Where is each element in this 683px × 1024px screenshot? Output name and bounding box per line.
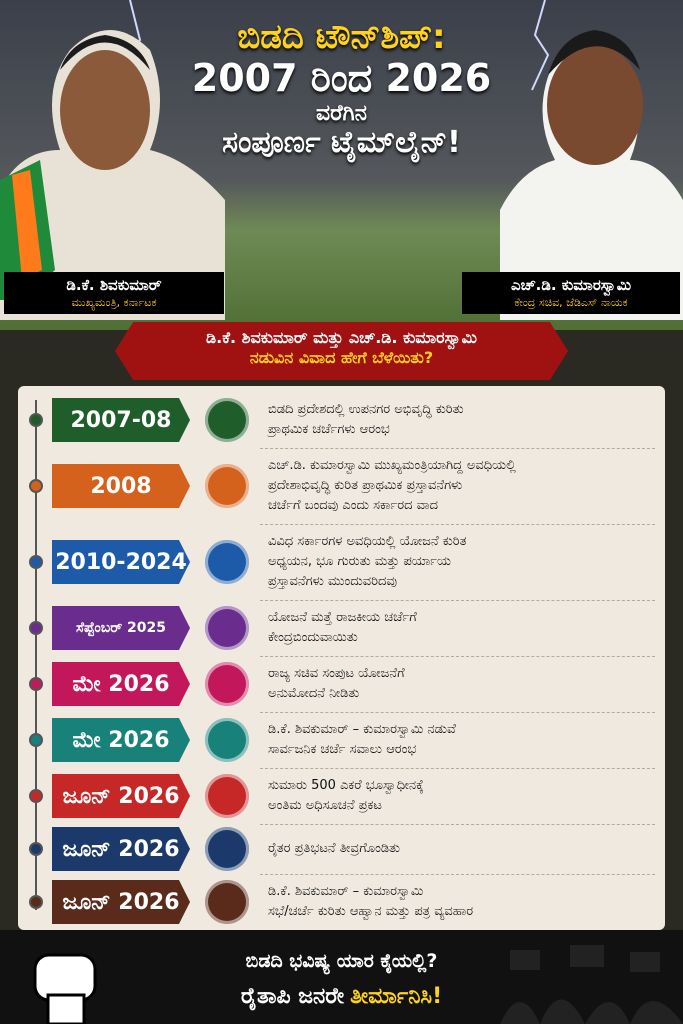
event-icon — [205, 540, 249, 584]
description-line: ಸುಮಾರು 500 ಎಕರೆ ಭೂಸ್ವಾಧೀನಕ್ಕೆ — [268, 778, 424, 793]
description-line: ಚರ್ಚೆಗೆ ಬಂದವು ಎಂದು ಸರ್ಕಾರದ ವಾದ — [268, 498, 438, 513]
description-line: ಕೇಂದ್ರಬಿಂದುವಾಯಿತು — [268, 630, 358, 645]
row-separator — [260, 768, 655, 769]
title-line: 2007 ರಿಂದ 2026 — [191, 56, 492, 101]
description-line: ಎಚ್.ಡಿ. ಕುಮಾರಸ್ವಾಮಿ ಮುಖ್ಯಮಂತ್ರಿಯಾಗಿದ್ದ ಅ… — [268, 458, 516, 473]
title-line: ವರೆಗಿನ — [316, 100, 367, 126]
event-icon — [205, 662, 249, 706]
banner: ಡಿ.ಕೆ. ಶಿವಕುಮಾರ್ ಮತ್ತು ಎಚ್.ಡಿ. ಕುಮಾರಸ್ವಾ… — [115, 322, 568, 380]
timeline-axis — [35, 400, 37, 910]
description-line: ರಾಜ್ಯ ಸಚಿವ ಸಂಪುಟ ಯೋಜನೆಗೆ — [268, 666, 405, 681]
event-description: ಬಿಡದಿ ಪ್ರದೇಶದಲ್ಲಿ ಉಪನಗರ ಅಭಿವೃದ್ಧಿ ಕುರಿತು… — [268, 400, 648, 440]
event-description: ರೈತರ ಪ್ರತಿಭಟನೆ ತೀವ್ರಗೊಂಡಿತು — [268, 839, 648, 859]
description-line: ಬಿಡದಿ ಪ್ರದೇಶದಲ್ಲಿ ಉಪನಗರ ಅಭಿವೃದ್ಧಿ ಕುರಿತು — [268, 402, 464, 417]
description-line: ಪ್ರದೇಶಾಭಿವೃದ್ಧಿ ಕುರಿತ ಪ್ರಾಥಮಿಕ ಪ್ರಸ್ತಾವನ… — [268, 478, 463, 493]
footer-line: ಬಿಡದಿ ಭವಿಷ್ಯ ಯಾರ ಕೈಯಲ್ಲಿ? — [245, 950, 438, 972]
footer-line: ರೈತಾಪಿ ಜನರೇ ತೀರ್ಮಾನಿಸಿ! — [130, 984, 553, 1009]
description-line: ಸಾರ್ವಜನಿಕ ಚರ್ಚೆ ಸವಾಲು ಆರಂಭ — [268, 742, 417, 757]
description-line: ರೈತರ ಪ್ರತಿಭಟನೆ ತೀವ್ರಗೊಂಡಿತು — [268, 841, 401, 856]
row-separator — [260, 600, 655, 601]
event-description: ಡಿ.ಕೆ. ಶಿವಕುಮಾರ್ – ಕುಮಾರಸ್ವಾಮಿ ಸಭೆ/ಚರ್ಚೆ … — [268, 882, 648, 922]
footer-text: ರೈತಾಪಿ ಜನರೇ — [240, 984, 345, 1009]
description-line: ಪ್ರಾಥಮಿಕ ಚರ್ಚೆಗಳು ಆರಂಭ — [268, 422, 390, 437]
fist-icon — [33, 953, 97, 1024]
description-line: ಪ್ರಸ್ತಾವನೆಗಳು ಮುಂದುವರಿದವು — [268, 574, 397, 589]
description-line: ವಿವಿಧ ಸರ್ಕಾರಗಳ ಅವಧಿಯಲ್ಲಿ ಯೋಜನೆ ಕುರಿತ — [268, 534, 467, 549]
description-line: ಅನುಮೋದನೆ ನೀಡಿತು — [268, 686, 360, 701]
date-badge: 2007-08 — [52, 398, 190, 442]
timeline-dot — [29, 479, 43, 493]
person-name: ಎಚ್.ಡಿ. ಕುಮಾರಸ್ವಾಮಿ — [462, 272, 680, 296]
description-line: ಅಂತಿಮ ಅಧಿಸೂಚನೆ ಪ್ರಕಟ — [268, 798, 382, 813]
description-line: ಯೋಜನೆ ಮತ್ತೆ ರಾಜಕೀಯ ಚರ್ಚೆಗೆ — [268, 610, 417, 625]
date-badge: 2008 — [52, 464, 190, 508]
date-badge: ಸೆಪ್ಟೆಂಬರ್ 2025 — [52, 606, 190, 650]
event-description: ಯೋಜನೆ ಮತ್ತೆ ರಾಜಕೀಯ ಚರ್ಚೆಗೆ ಕೇಂದ್ರಬಿಂದುವಾಯ… — [268, 608, 648, 648]
timeline-dot — [29, 413, 43, 427]
date-badge: ಜೂನ್ 2026 — [52, 827, 190, 871]
date-badge: ಮೇ 2026 — [52, 718, 190, 762]
date-badge: ಜೂನ್ 2026 — [52, 880, 190, 924]
timeline-dot — [29, 621, 43, 635]
date-badge: 2010-2024 — [52, 540, 190, 584]
event-icon — [205, 464, 249, 508]
event-icon — [205, 827, 249, 871]
person-name: ಡಿ.ಕೆ. ಶಿವಕುಮಾರ್ — [4, 272, 224, 296]
event-icon — [205, 718, 249, 762]
description-line: ಡಿ.ಕೆ. ಶಿವಕುಮಾರ್ – ಕುಮಾರಸ್ವಾಮಿ — [268, 884, 424, 899]
crowd-icon — [500, 945, 683, 1024]
row-separator — [260, 712, 655, 713]
row-separator — [260, 448, 655, 449]
event-icon — [205, 606, 249, 650]
right-caption: ಎಚ್.ಡಿ. ಕುಮಾರಸ್ವಾಮಿ ಕೇಂದ್ರ ಸಚಿವ, ಜೆಡಿಎಸ್… — [462, 272, 680, 314]
event-description: ರಾಜ್ಯ ಸಚಿವ ಸಂಪುಟ ಯೋಜನೆಗೆ ಅನುಮೋದನೆ ನೀಡಿತು — [268, 664, 648, 704]
title: ಬಿಡದಿ ಟೌನ್‌ಶಿಪ್: 2007 ರಿಂದ 2026 ವರೆಗಿನ ಸ… — [150, 17, 533, 161]
event-description: ವಿವಿಧ ಸರ್ಕಾರಗಳ ಅವಧಿಯಲ್ಲಿ ಯೋಜನೆ ಕುರಿತ ಅಧ್ಯ… — [268, 532, 648, 592]
date-badge: ಮೇ 2026 — [52, 662, 190, 706]
event-description: ಎಚ್.ಡಿ. ಕುಮಾರಸ್ವಾಮಿ ಮುಖ್ಯಮಂತ್ರಿಯಾಗಿದ್ದ ಅ… — [268, 456, 648, 516]
left-caption: ಡಿ.ಕೆ. ಶಿವಕುಮಾರ್ ಮುಖ್ಯಮಂತ್ರಿ, ಕರ್ನಾಟಕ — [4, 272, 224, 314]
timeline-dot — [29, 677, 43, 691]
title-line: ಸಂಪೂರ್ಣ ಟೈಮ್‌ಲೈನ್! — [222, 125, 461, 161]
timeline-dot — [29, 789, 43, 803]
event-icon — [205, 774, 249, 818]
banner-line: ನಡುವಿನ ವಿವಾದ ಹೇಗೆ ಬೆಳೆಯಿತು? — [249, 348, 434, 367]
banner-line: ಡಿ.ಕೆ. ಶಿವಕುಮಾರ್ ಮತ್ತು ಎಚ್.ಡಿ. ಕುಮಾರಸ್ವಾ… — [206, 328, 477, 347]
person-role: ಮುಖ್ಯಮಂತ್ರಿ, ಕರ್ನಾಟಕ — [4, 296, 224, 314]
description-line: ಸಭೆ/ಚರ್ಚೆ ಕುರಿತು ಆಹ್ವಾನ ಮತ್ತು ಪತ್ರ ವ್ಯವಹ… — [268, 904, 474, 919]
description-line: ಅಧ್ಯಯನ, ಭೂ ಗುರುತು ಮತ್ತು ಪರ್ಯಾಯ — [268, 554, 451, 569]
timeline-dot — [29, 895, 43, 909]
date-badge: ಜೂನ್ 2026 — [52, 774, 190, 818]
timeline-dot — [29, 733, 43, 747]
row-separator — [260, 824, 655, 825]
event-description: ಸುಮಾರು 500 ಎಕರೆ ಭೂಸ್ವಾಧೀನಕ್ಕೆ ಅಂತಿಮ ಅಧಿಸೂ… — [268, 776, 648, 816]
row-separator — [260, 524, 655, 525]
row-separator — [260, 656, 655, 657]
footer-highlight: ತೀರ್ಮಾನಿಸಿ! — [350, 984, 443, 1009]
event-icon — [205, 398, 249, 442]
row-separator — [260, 874, 655, 875]
event-description: ಡಿ.ಕೆ. ಶಿವಕುಮಾರ್ – ಕುಮಾರಸ್ವಾಮಿ ನಡುವೆ ಸಾರ್… — [268, 720, 648, 760]
timeline-dot — [29, 842, 43, 856]
description-line: ಡಿ.ಕೆ. ಶಿವಕುಮಾರ್ – ಕುಮಾರಸ್ವಾಮಿ ನಡುವೆ — [268, 722, 456, 737]
portraits — [0, 0, 683, 320]
timeline-dot — [29, 555, 43, 569]
person-role: ಕೇಂದ್ರ ಸಚಿವ, ಜೆಡಿಎಸ್ ನಾಯಕ — [462, 296, 680, 314]
event-icon — [205, 880, 249, 924]
title-line: ಬಿಡದಿ ಟೌನ್‌ಶಿಪ್: — [237, 17, 446, 57]
